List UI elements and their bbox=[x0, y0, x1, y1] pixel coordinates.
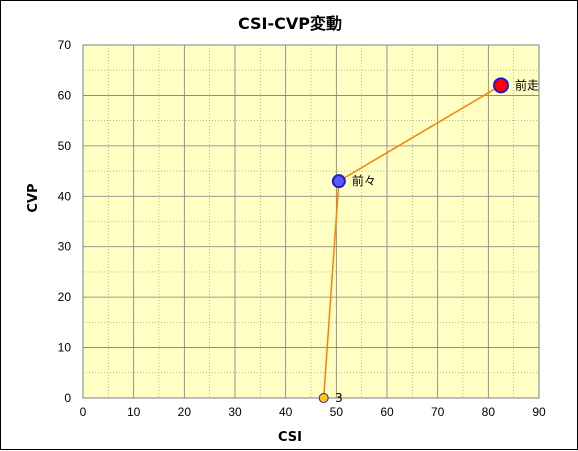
y-tick-label: 0 bbox=[64, 391, 71, 405]
x-tick-label: 50 bbox=[330, 405, 344, 419]
plot-border bbox=[82, 44, 540, 399]
y-tick-label: 20 bbox=[58, 290, 72, 304]
data-point-label: 前々 bbox=[352, 173, 376, 188]
y-tick-label: 60 bbox=[58, 88, 72, 102]
data-point bbox=[493, 77, 509, 94]
x-axis-label: CSI bbox=[278, 430, 302, 445]
plot-area: 0 10 20 30 40 50 60 70 80 90 0 10 20 30 40 50 60 70 3 前々 前走 bbox=[58, 38, 546, 419]
x-tick-label: 30 bbox=[228, 405, 242, 419]
x-tick-label: 80 bbox=[482, 405, 496, 419]
data-point bbox=[318, 393, 329, 403]
y-tick-label: 70 bbox=[58, 38, 72, 52]
chart-title: CSI-CVP変動 bbox=[238, 14, 342, 33]
x-tick-label: 70 bbox=[431, 405, 445, 419]
x-tick-label: 40 bbox=[279, 405, 293, 419]
y-tick-label: 10 bbox=[58, 341, 72, 355]
x-tick-label: 0 bbox=[80, 405, 87, 419]
y-tick-label: 30 bbox=[58, 240, 72, 254]
y-tick-label: 50 bbox=[58, 139, 72, 153]
x-tick-label: 60 bbox=[380, 405, 394, 419]
data-point-label: 前走 bbox=[515, 77, 539, 92]
x-tick-label: 20 bbox=[178, 405, 192, 419]
x-tick-label: 90 bbox=[532, 405, 546, 419]
x-tick-label: 10 bbox=[127, 405, 141, 419]
y-tick-label: 40 bbox=[58, 189, 72, 203]
data-point bbox=[331, 174, 346, 189]
data-point-label: 3 bbox=[335, 391, 343, 405]
y-axis-label: CVP bbox=[26, 183, 41, 212]
